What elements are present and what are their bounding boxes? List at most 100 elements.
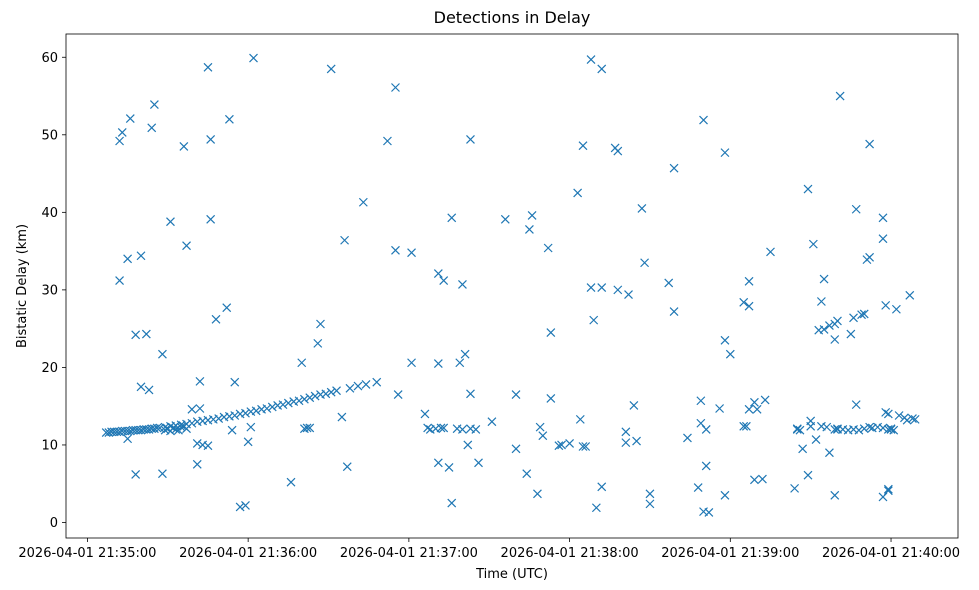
data-point-marker xyxy=(222,303,232,313)
data-point-marker xyxy=(878,423,888,433)
y-tick-label: 60 xyxy=(41,51,58,66)
data-point-marker xyxy=(578,141,588,151)
data-point-marker xyxy=(902,415,912,425)
data-point-marker xyxy=(883,409,893,419)
data-point-marker xyxy=(192,459,202,469)
data-point-marker xyxy=(471,425,481,434)
data-point-marker xyxy=(803,470,813,480)
data-point-marker xyxy=(147,123,157,133)
data-point-marker xyxy=(699,115,708,125)
data-point-marker xyxy=(554,441,564,451)
data-point-marker xyxy=(436,423,446,433)
data-point-marker xyxy=(859,309,869,319)
data-point-marker xyxy=(543,243,553,253)
data-point-marker xyxy=(833,425,842,434)
data-point-marker xyxy=(581,442,591,451)
data-point-marker xyxy=(332,386,341,396)
data-point-marker xyxy=(345,383,355,393)
data-point-marker xyxy=(439,423,449,433)
data-point-marker xyxy=(447,498,457,508)
data-point-marker xyxy=(125,114,135,123)
data-point-marker xyxy=(816,297,826,306)
data-point-marker xyxy=(286,477,296,487)
data-point-marker xyxy=(824,321,834,330)
data-point-marker xyxy=(811,435,821,444)
data-point-marker xyxy=(249,53,258,63)
data-point-marker xyxy=(511,444,521,454)
x-tick-label: 2026-04-01 21:39:00 xyxy=(661,546,799,561)
data-point-marker xyxy=(744,276,754,286)
data-point-marker xyxy=(766,247,775,257)
data-point-marker xyxy=(524,224,534,234)
data-point-marker xyxy=(294,396,304,406)
data-point-marker xyxy=(859,424,869,434)
data-point-marker xyxy=(313,338,323,348)
data-point-marker xyxy=(136,382,146,392)
data-point-marker xyxy=(136,251,146,261)
data-point-marker xyxy=(123,254,133,264)
data-point-marker xyxy=(340,235,350,245)
data-point-marker xyxy=(819,324,829,334)
data-point-marker xyxy=(798,444,808,454)
data-point-marker xyxy=(849,313,858,323)
data-point-marker xyxy=(372,377,382,387)
data-point-marker xyxy=(141,329,151,339)
data-point-marker xyxy=(546,328,556,337)
data-point-marker xyxy=(203,441,213,451)
data-point-marker xyxy=(883,484,893,494)
data-point-marker xyxy=(669,163,679,173)
data-point-marker xyxy=(693,483,703,493)
data-point-marker xyxy=(511,390,521,399)
data-point-marker xyxy=(744,404,754,414)
data-point-marker xyxy=(460,349,470,359)
data-point-marker xyxy=(115,136,124,146)
data-point-marker xyxy=(241,501,250,510)
data-point-marker xyxy=(206,135,216,144)
data-point-marker xyxy=(664,278,674,288)
data-point-marker xyxy=(851,204,861,214)
data-point-marker xyxy=(819,274,829,284)
data-point-marker xyxy=(305,423,315,433)
data-point-marker xyxy=(613,146,623,156)
data-point-marker xyxy=(760,395,770,405)
data-point-marker xyxy=(195,376,205,386)
x-tick-label: 2026-04-01 21:36:00 xyxy=(179,546,317,561)
data-point-marker xyxy=(881,407,891,417)
data-point-marker xyxy=(326,387,336,397)
data-point-marker xyxy=(533,489,542,499)
data-point-marker xyxy=(645,489,655,499)
data-point-marker xyxy=(645,499,655,509)
data-point-marker xyxy=(749,397,759,407)
data-point-marker xyxy=(316,319,325,329)
data-point-marker xyxy=(246,422,256,432)
plot-frame xyxy=(65,33,959,539)
data-point-marker xyxy=(433,269,443,279)
data-point-marker xyxy=(500,214,510,224)
x-tick-label: 2026-04-01 21:40:00 xyxy=(822,546,960,561)
data-point-marker xyxy=(326,64,336,74)
data-point-marker xyxy=(905,290,915,300)
x-axis-label: Time (UTC) xyxy=(475,567,548,582)
data-point-marker xyxy=(466,389,475,399)
data-point-marker xyxy=(741,421,751,431)
data-point-marker xyxy=(321,389,331,399)
data-point-marker xyxy=(214,414,224,424)
data-point-marker xyxy=(171,425,181,434)
data-point-marker xyxy=(123,434,133,444)
data-point-marker xyxy=(342,462,352,472)
data-point-marker xyxy=(854,425,864,435)
data-point-marker xyxy=(168,423,178,433)
data-point-marker xyxy=(455,358,465,368)
data-point-marker xyxy=(637,204,647,213)
y-tick-label: 40 xyxy=(41,206,58,221)
data-point-marker xyxy=(881,300,891,310)
data-point-marker xyxy=(538,431,548,441)
data-point-marker xyxy=(669,307,679,317)
data-point-marker xyxy=(267,402,277,412)
data-point-marker xyxy=(230,411,240,420)
data-point-marker xyxy=(830,490,840,500)
data-point-marker xyxy=(423,423,433,433)
data-point-marker xyxy=(522,469,532,479)
data-point-marker xyxy=(752,404,762,414)
data-point-marker xyxy=(115,276,124,285)
